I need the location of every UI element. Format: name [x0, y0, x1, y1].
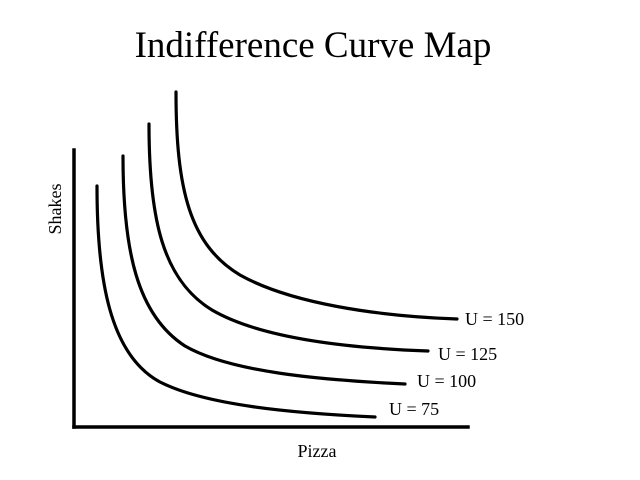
curve-label-u75: U = 75	[389, 399, 439, 419]
indifference-curve-u100	[121, 154, 407, 386]
curve-label-u125: U = 125	[438, 344, 497, 364]
indifference-curve-u150	[174, 90, 459, 321]
curve-label-u100: U = 100	[417, 371, 476, 391]
y-axis-label: Shakes	[45, 184, 65, 235]
diagram-title: Indifference Curve Map	[135, 25, 492, 66]
curve-label-u150: U = 150	[465, 309, 524, 329]
x-axis-label: Pizza	[298, 441, 337, 461]
indifference-curve-u75	[95, 184, 377, 419]
indifference-curve-u125	[147, 122, 430, 353]
